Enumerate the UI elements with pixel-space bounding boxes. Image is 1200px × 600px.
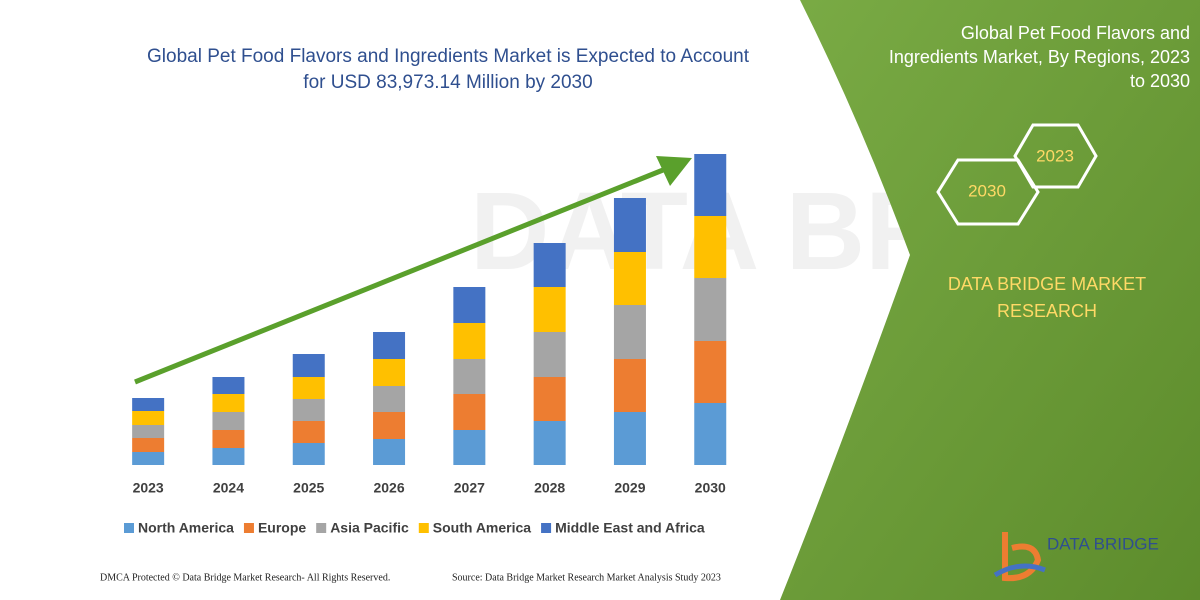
bar-segment xyxy=(694,278,727,341)
footer-left: DMCA Protected © Data Bridge Market Rese… xyxy=(100,572,390,583)
bar-segment xyxy=(132,411,165,425)
x-tick-label: 2023 xyxy=(133,480,164,496)
logo-text: DATA BRIDGE xyxy=(1047,534,1159,553)
title-line: for USD 83,973.14 Million by 2030 xyxy=(303,72,592,93)
bar-segment xyxy=(373,332,406,359)
bar-segment xyxy=(613,412,646,465)
legend-swatch xyxy=(316,523,327,533)
bar-segment xyxy=(132,438,165,452)
bar-segment xyxy=(453,359,486,394)
bar-segment xyxy=(533,243,566,287)
bar-segment xyxy=(212,412,245,430)
legend-swatch xyxy=(418,523,429,533)
legend-label: South America xyxy=(433,520,531,536)
x-tick-label: 2026 xyxy=(373,480,404,496)
bar-segment xyxy=(533,421,566,465)
logo-mark xyxy=(1002,532,1042,582)
bar-segment xyxy=(533,287,566,332)
hexagon-label: 2030 xyxy=(968,181,1006,200)
x-tick-label: 2028 xyxy=(534,480,565,496)
panel-title-line: Ingredients Market, By Regions, 2023 xyxy=(889,47,1190,67)
bar-segment xyxy=(453,323,486,359)
panel-title-line: to 2030 xyxy=(1130,71,1190,91)
chart: 2023 2024 2025 2026 2027 2028 2029 2030 North Am… xyxy=(124,154,727,536)
x-tick-label: 2027 xyxy=(454,480,485,496)
bar-segment xyxy=(373,412,406,439)
title-line: Global Pet Food Flavors and Ingredients … xyxy=(147,46,750,67)
panel-title: Global Pet Food Flavors and Ingredients M… xyxy=(889,23,1190,91)
bar-segment xyxy=(212,430,245,448)
bar-segment xyxy=(292,443,325,465)
bar-segment xyxy=(212,448,245,465)
bar-segment xyxy=(694,216,727,278)
green-panel xyxy=(780,0,1200,600)
bar-segment xyxy=(533,377,566,421)
logo-mark xyxy=(993,563,1046,578)
bar-segment xyxy=(373,439,406,465)
hexagon-label: 2023 xyxy=(1036,146,1074,165)
bar-segment xyxy=(132,425,165,438)
legend-swatch xyxy=(541,523,552,533)
bar-segment xyxy=(613,305,646,359)
legend-label: North America xyxy=(138,520,234,536)
legend-swatch xyxy=(124,523,134,533)
bar-segment xyxy=(292,421,325,443)
arrow-head xyxy=(656,156,692,186)
x-tick-label: 2030 xyxy=(695,480,726,496)
x-tick-label: 2024 xyxy=(213,480,244,496)
legend-label: Europe xyxy=(258,520,306,536)
bar-segment xyxy=(694,154,727,216)
brand: RESEARCH xyxy=(997,301,1097,321)
bar-segment xyxy=(292,354,325,377)
bar-segment xyxy=(212,377,245,394)
bar-segment xyxy=(453,394,486,430)
legend-label: Asia Pacific xyxy=(330,520,409,536)
bar-segment xyxy=(613,198,646,252)
footer-right: Source: Data Bridge Market Research Mark… xyxy=(452,572,721,583)
chart-title: Global Pet Food Flavors and Ingredients … xyxy=(147,46,750,93)
bar-segment xyxy=(453,287,486,323)
brand: DATA BRIDGE MARKET xyxy=(948,274,1146,294)
bar-segment xyxy=(453,430,486,465)
bar-segment xyxy=(373,359,406,386)
bar-segment xyxy=(533,332,566,377)
legend-label: Middle East and Africa xyxy=(555,520,705,536)
x-tick-label: 2025 xyxy=(293,480,324,496)
bar-segment xyxy=(694,341,727,403)
bar-segment xyxy=(292,377,325,399)
legend-swatch xyxy=(243,523,254,533)
panel-title-line: Global Pet Food Flavors and xyxy=(961,23,1190,43)
bar-segment xyxy=(613,359,646,412)
bar-segment xyxy=(292,399,325,421)
trend-arrow xyxy=(134,165,669,385)
bar-segment xyxy=(613,252,646,305)
bar-segment xyxy=(132,398,165,411)
bar-segment xyxy=(132,452,165,465)
bar-segment xyxy=(212,394,245,412)
bar-segment xyxy=(373,386,406,412)
hexagon xyxy=(1013,123,1098,189)
bar-segment xyxy=(694,403,727,465)
x-tick-label: 2029 xyxy=(614,480,645,496)
